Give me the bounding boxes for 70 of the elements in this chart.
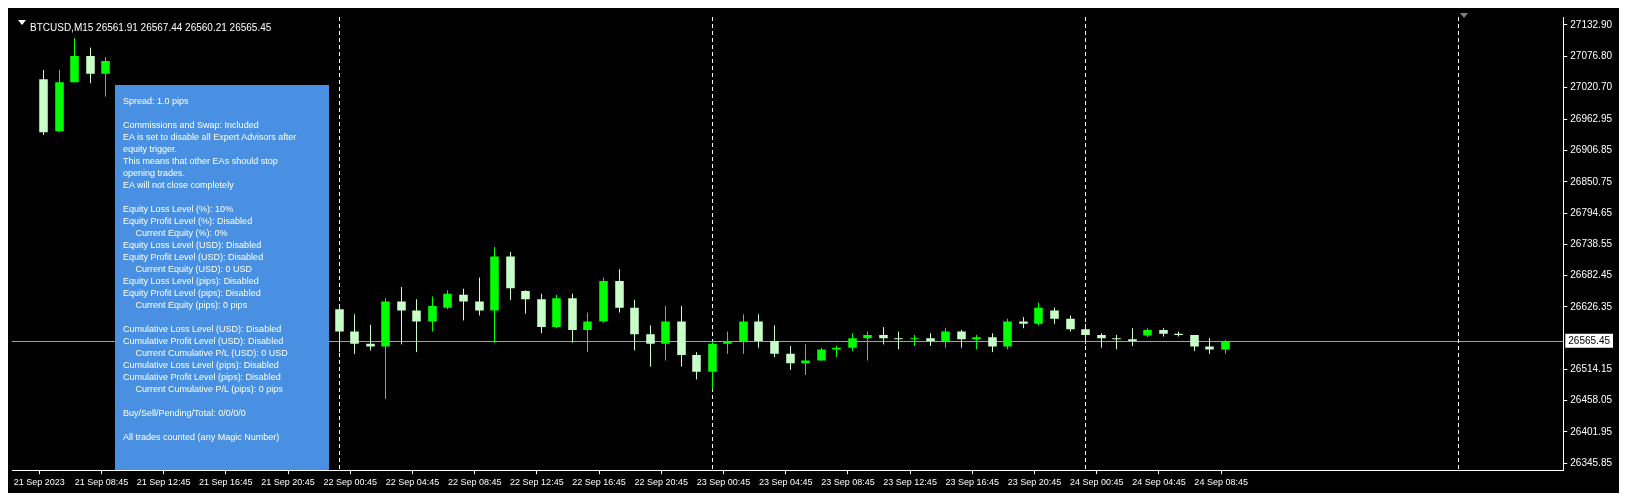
text: BTCUSD,M15 26561.91 26567.44 26560.21 26565.45 (30, 21, 272, 33)
x-tick-label: 21 Sep 20:45 (261, 477, 315, 488)
y-tick-label: 27020.70 (1570, 81, 1613, 93)
candlestick (1112, 334, 1121, 350)
x-tick-label: 21 Sep 12:45 (136, 477, 191, 488)
candlestick (521, 289, 530, 315)
candlestick (770, 324, 779, 358)
y-tick-label: 26738.55 (1570, 238, 1613, 250)
candlestick (101, 56, 110, 98)
candlestick (397, 286, 406, 345)
x-tick-label: 23 Sep 12:45 (883, 477, 937, 488)
x-tick-label: 24 Sep 00:45 (1069, 477, 1124, 488)
annotation: All trades counted (any Magic Number) (123, 431, 281, 443)
y-tick-label: 26682.45 (1570, 269, 1613, 281)
candlestick (443, 289, 452, 310)
candlestick (366, 324, 375, 351)
annotation: Commissions and Swap: Included EA is set to disable all Expert Advisors after equity trigger. This means that other EAs should stop opening trades. EA will not close completely (123, 119, 298, 191)
candlestick (692, 351, 701, 380)
candlestick (412, 298, 421, 353)
y-tick-label: 26850.75 (1570, 175, 1613, 187)
y-tick-label: 26401.95 (1570, 425, 1613, 437)
y-tick-label: 26906.85 (1570, 144, 1613, 156)
x-tick-label: 22 Sep 12:45 (510, 477, 564, 488)
annotation: Spread: 1.0 pips (123, 95, 190, 107)
candlestick (941, 327, 950, 349)
x-tick-label: 24 Sep 08:45 (1194, 477, 1248, 488)
annotation: Buy/Sell/Pending/Total: 0/0/0/0 (123, 407, 247, 419)
x-tick-label: 22 Sep 16:45 (572, 477, 626, 488)
candlestick (1034, 302, 1043, 326)
candlestick (910, 334, 919, 347)
x-tick-label: 21 Sep 2023 (13, 477, 65, 488)
candlestick (583, 312, 592, 353)
candlestick (459, 288, 468, 321)
candlestick (350, 313, 359, 355)
candlestick (646, 324, 655, 368)
x-tick-label: 21 Sep 08:45 (74, 477, 129, 488)
candlestick (475, 277, 484, 316)
x-tick-label: 24 Sep 04:45 (1132, 477, 1186, 488)
y-tick-label: 27076.80 (1570, 49, 1613, 61)
x-tick-label: 22 Sep 00:45 (323, 477, 378, 488)
x-tick-label: 23 Sep 08:45 (821, 477, 875, 488)
candlestick (988, 332, 997, 353)
y-tick-label: 26514.15 (1570, 363, 1613, 375)
candlestick (1081, 323, 1090, 345)
candlestick (754, 313, 763, 349)
ref-line-label: 26565.45 (1568, 334, 1611, 346)
y-tick-label: 26458.05 (1570, 394, 1613, 406)
y-tick-label: 26626.35 (1570, 300, 1613, 312)
x-tick-label: 22 Sep 20:45 (634, 477, 689, 488)
candlestick (661, 305, 670, 362)
x-tick-label: 23 Sep 04:45 (758, 477, 813, 488)
y-tick-label: 26962.95 (1570, 113, 1613, 125)
x-tick-label: 23 Sep 20:45 (1007, 477, 1062, 488)
x-tick-label: 23 Sep 16:45 (945, 477, 1000, 488)
candlestick (86, 47, 95, 84)
candlestick (428, 295, 437, 333)
y-tick-label: 26345.85 (1570, 456, 1613, 468)
candlestick (739, 313, 748, 355)
y-tick-label: 27132.90 (1570, 18, 1613, 30)
text: Equity Loss Level (%): 10% Equity Profit Level (%): Disabled Current Equity (%): 0% Equity Loss Level (USD): Disabled Equity Profit Level (USD): Disabled Current Equity (USD): 0 USD Equity Loss Level (pips): Disabled Equity Profit Level (pips): Disabled Current Equity (pips): 0 pips (123, 204, 264, 310)
y-tick-label: 26794.65 (1570, 206, 1613, 218)
candlestick (723, 331, 732, 355)
x-tick-label: 22 Sep 04:45 (385, 477, 440, 488)
x-tick-label: 22 Sep 08:45 (447, 477, 502, 488)
annotation: Cumulative Loss Level (USD): Disabled Cumulative Profit Level (USD): Disabled Current Cumulative P/L (USD): 0 USD Cumulative Loss Level (pips): Disabled Cumulative Profit Level (pips): Disabled Current Cumulative P/L (pips): 0 pips (123, 323, 289, 395)
x-tick-label: 21 Sep 16:45 (199, 477, 253, 488)
candlestick (863, 331, 872, 362)
candlestick (335, 303, 344, 353)
x-tick-label: 23 Sep 00:45 (696, 477, 751, 488)
candlestick (786, 345, 795, 371)
